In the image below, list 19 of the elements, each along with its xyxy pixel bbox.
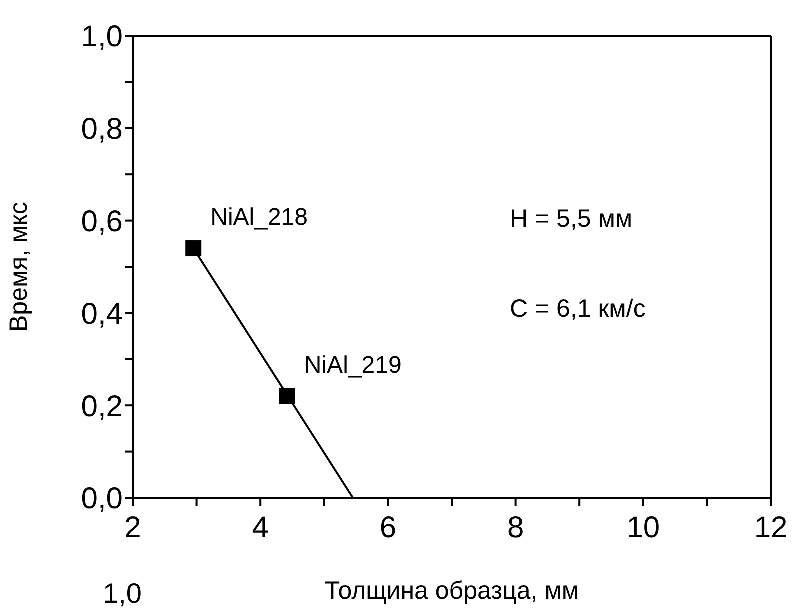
y-tick-label: 0,0 [81, 482, 123, 516]
annotation: NiAl_218 [210, 204, 308, 232]
annotation: H = 5,5 мм [510, 205, 633, 234]
x-axis-title: Толщина образца, мм [324, 577, 580, 605]
x-tick-label: 6 [380, 511, 397, 544]
y-tick-label: 0,6 [81, 205, 123, 238]
y-tick-label: 0,8 [81, 113, 123, 146]
x-tick-label: 2 [124, 511, 142, 544]
annotation: C = 6,1 км/с [510, 295, 646, 324]
y-tick-label: 0,4 [81, 298, 123, 331]
y-tick-label: 0,2 [81, 390, 123, 424]
annotation: NiAl_219 [304, 352, 402, 379]
x-tick-label: 10 [626, 511, 660, 544]
y-tick-label: 1,0 [81, 20, 123, 54]
text: 1,0 [103, 578, 142, 609]
x-tick-label: 12 [754, 511, 788, 544]
x-tick-label: 8 [507, 511, 524, 544]
y-axis-title: Время, мкс [4, 202, 33, 332]
x-tick-label: 4 [252, 511, 269, 544]
